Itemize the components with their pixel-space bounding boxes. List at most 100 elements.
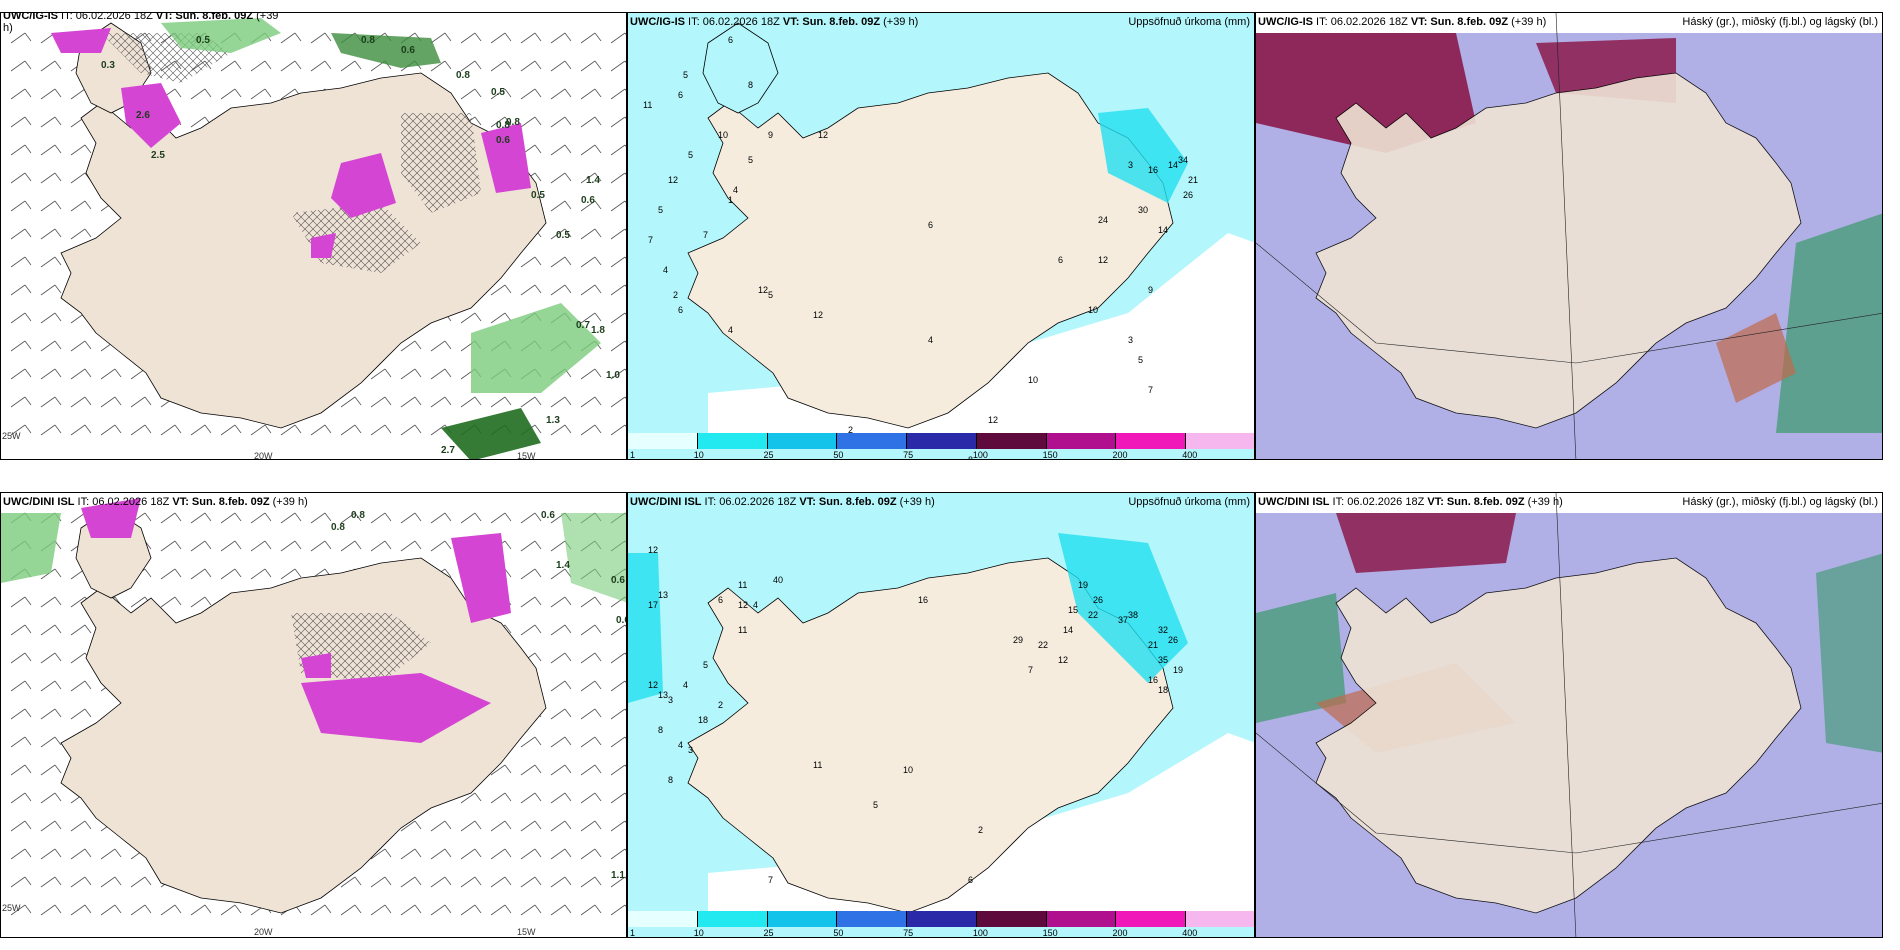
magenta-patch-2: [451, 533, 511, 623]
wind-barb: [340, 904, 362, 916]
wind-barb: [40, 624, 62, 636]
wind-barb: [490, 820, 512, 832]
wind-barb: [520, 540, 542, 552]
wind-barb: [190, 568, 212, 580]
wind-barb: [580, 424, 602, 436]
wind-barb: [280, 424, 302, 436]
wind-barb: [10, 624, 32, 636]
wind-barb: [310, 60, 332, 72]
panel-title-right-3: Háský (gr.), miðský (fj.bl.) og lágský (…: [1682, 16, 1878, 28]
ice-label: 0.7: [576, 320, 590, 331]
wind-barb: [70, 396, 92, 408]
wind-barb: [550, 736, 572, 748]
ice-label: 0.8: [361, 35, 375, 46]
colorbar: 1 10 25 50 75 100 150 200 400: [628, 433, 1254, 459]
wind-barb: [400, 848, 422, 860]
map-cloud-igis: [1256, 13, 1882, 459]
wind-barb: [70, 368, 92, 380]
wind-barb: [430, 340, 452, 352]
lon-label-15w: 15W: [517, 927, 536, 937]
wind-barb: [610, 904, 626, 916]
wind-barb: [400, 820, 422, 832]
wind-barb: [610, 200, 626, 212]
precip-value: 26: [1168, 635, 1178, 645]
map-cloud-dini: [1256, 493, 1882, 937]
wind-barb: [10, 284, 32, 296]
wind-barb: [580, 60, 602, 72]
wind-barb: [160, 904, 182, 916]
colorbar-segment: [1186, 911, 1254, 927]
wind-barb: [280, 32, 302, 44]
wind-barb: [460, 32, 482, 44]
lon-label-25w: 25W: [2, 903, 21, 913]
wind-barb: [340, 512, 362, 524]
wind-barb: [490, 88, 512, 100]
wind-barb: [610, 708, 626, 720]
mixed-cloud-patch: [1716, 313, 1796, 403]
magenta-patch-4: [481, 123, 531, 193]
precip-value: 4: [928, 335, 933, 345]
precip-value: 1: [728, 195, 733, 205]
wind-barb: [40, 396, 62, 408]
wind-barb: [430, 848, 452, 860]
wind-barb: [70, 820, 92, 832]
wind-barb: [10, 596, 32, 608]
wind-barb: [10, 256, 32, 268]
precip-value: 5: [688, 150, 693, 160]
wind-barb: [430, 540, 452, 552]
green-patch-2: [331, 33, 441, 68]
panel-header-3: UWC/IG-IS IT: 06.02.2026 18Z VT: Sun. 8.…: [1258, 16, 1547, 28]
ice-label: 1.4: [556, 560, 570, 571]
ice-label: 0.6: [496, 135, 510, 146]
precip-value: 37: [1118, 615, 1128, 625]
precip-value: 2: [718, 700, 723, 710]
wind-barb: [250, 568, 272, 580]
wind-barb: [70, 144, 92, 156]
wind-barb: [460, 60, 482, 72]
wind-barb: [550, 680, 572, 692]
map-icing-dini: 0.8 1.4 0.6 0.6 1.1 0.8 0.6: [1, 493, 626, 937]
wind-barb: [40, 200, 62, 212]
ice-label: 2.7: [441, 445, 455, 456]
wind-barb: [10, 876, 32, 888]
wind-barb: [610, 764, 626, 776]
wind-barb: [400, 512, 422, 524]
wind-barb: [40, 680, 62, 692]
precip-value: 16: [1148, 165, 1158, 175]
precip-value: 10: [1028, 375, 1038, 385]
ice-label: 1.0: [606, 370, 620, 381]
wind-barb: [460, 904, 482, 916]
precip-value: 4: [678, 740, 683, 750]
wind-barb: [40, 60, 62, 72]
wind-barb: [40, 284, 62, 296]
precip-value: 34: [1178, 155, 1188, 165]
wind-barb: [40, 848, 62, 860]
wind-barb: [550, 32, 572, 44]
wind-barb: [580, 680, 602, 692]
precip-value: 7: [703, 230, 708, 240]
wind-barb: [550, 904, 572, 916]
wind-barb: [370, 876, 392, 888]
wind-barb: [250, 424, 272, 436]
wind-barb: [580, 736, 602, 748]
wind-barb: [430, 820, 452, 832]
wind-barb: [10, 116, 32, 128]
wind-barb: [310, 32, 332, 44]
wind-barb: [370, 368, 392, 380]
wind-barb: [370, 540, 392, 552]
precip-value: 7: [768, 875, 773, 885]
wind-barb: [580, 256, 602, 268]
panel-title-right-2: Uppsöfnuð úrkoma (mm): [1128, 16, 1250, 28]
precip-value: 30: [1138, 205, 1148, 215]
panel-header-4: UWC/DINI ISL IT: 06.02.2026 18Z VT: Sun.…: [3, 496, 308, 508]
precip-value: 18: [698, 715, 708, 725]
precip-value: 11: [738, 580, 747, 590]
wind-barb: [10, 764, 32, 776]
wind-barb: [430, 876, 452, 888]
colorbar-tick: 200: [1112, 928, 1128, 938]
wind-barb: [190, 596, 212, 608]
precip-value: 3: [1128, 335, 1133, 345]
wind-barb: [520, 624, 542, 636]
panel-header-2: UWC/IG-IS IT: 06.02.2026 18Z VT: Sun. 8.…: [630, 16, 919, 28]
